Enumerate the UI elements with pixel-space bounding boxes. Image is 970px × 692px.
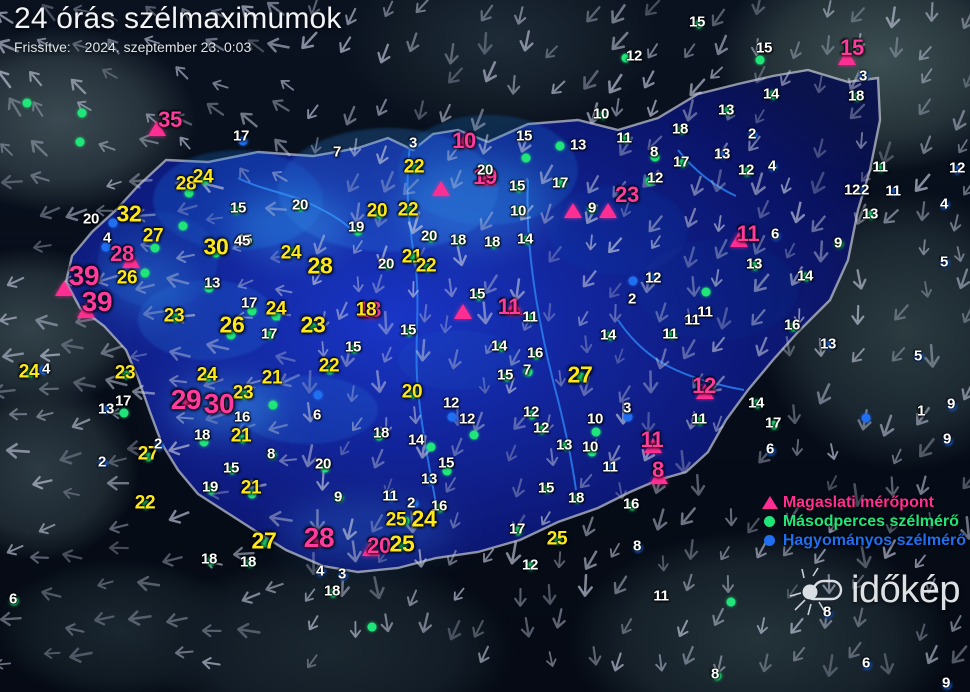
updated-value: 2024. szeptember 23. 0:03 <box>84 39 252 55</box>
legend-label-second-anemometer: Másodperces szélmérő <box>782 512 959 530</box>
green-circle-icon <box>757 516 783 527</box>
legend-item-traditional-anemometer: Hagyományos szélmérő <box>757 531 966 550</box>
triangle-icon <box>757 496 783 509</box>
blue-circle-icon <box>757 535 783 546</box>
legend-label-traditional-anemometer: Hagyományos szélmérő <box>782 531 966 549</box>
update-timestamp: Frissítve: 2024. szeptember 23. 0:03 <box>14 39 342 55</box>
brand-logo[interactable]: időkép <box>789 562 960 618</box>
brand-name: időkép <box>851 568 960 611</box>
page-title: 24 órás szélmaximumok <box>14 2 342 35</box>
updated-label: Frissítve: <box>14 39 71 55</box>
legend-item-second-anemometer: Másodperces szélmérő <box>757 512 966 531</box>
legend-item-high-altitude: Magaslati mérőpont <box>757 493 966 512</box>
legend-label-high-altitude: Magaslati mérőpont <box>782 493 934 511</box>
sun-behind-cloud-icon <box>789 562 845 618</box>
legend: Magaslati mérőpont Másodperces szélmérő … <box>757 493 966 550</box>
page-header: 24 órás szélmaximumok Frissítve: 2024. s… <box>14 2 342 55</box>
